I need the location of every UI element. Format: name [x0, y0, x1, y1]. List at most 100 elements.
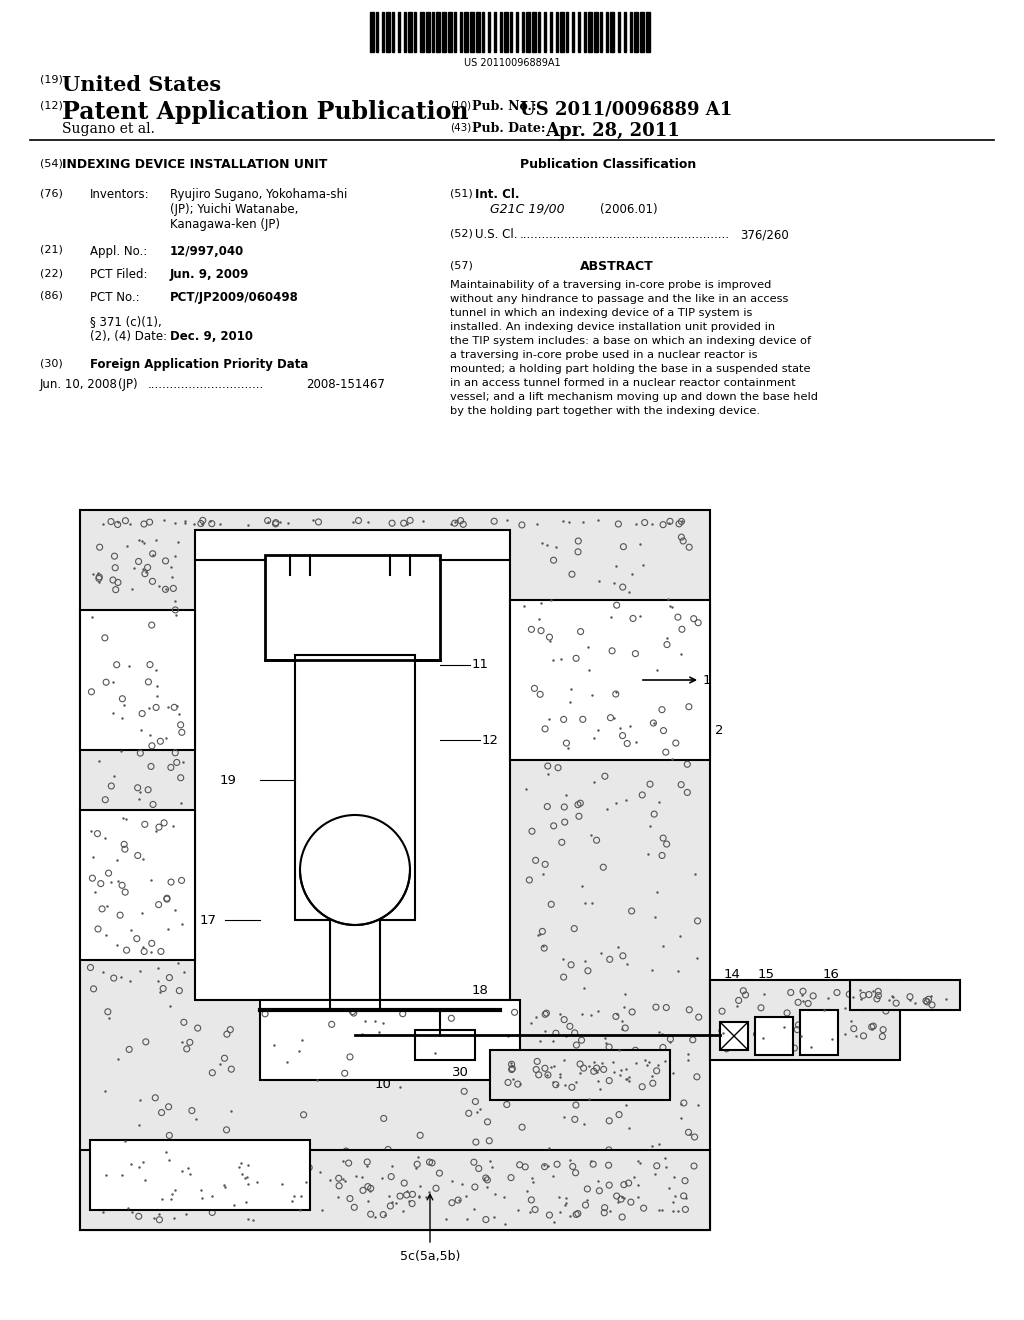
Bar — [426, 12, 430, 51]
Text: (30): (30) — [40, 358, 62, 368]
Bar — [610, 12, 614, 51]
Text: Pub. No.:: Pub. No.: — [472, 100, 537, 114]
Text: Apr. 28, 2011: Apr. 28, 2011 — [545, 121, 680, 140]
Bar — [550, 12, 552, 51]
Text: (JP): (JP) — [118, 378, 137, 391]
Text: PCT/JP2009/060498: PCT/JP2009/060498 — [170, 290, 299, 304]
Bar — [392, 12, 394, 51]
Text: § 371 (c)(1),: § 371 (c)(1), — [90, 315, 162, 327]
Bar — [432, 12, 434, 51]
Bar — [618, 12, 620, 51]
Text: ...............................: ............................... — [148, 378, 264, 391]
Bar — [80, 810, 195, 960]
Bar — [510, 601, 710, 760]
Bar — [436, 12, 440, 51]
Bar — [556, 12, 558, 51]
Bar — [850, 979, 961, 1010]
Bar — [600, 12, 602, 51]
Text: 16: 16 — [823, 969, 840, 982]
Text: 12: 12 — [482, 734, 499, 747]
Bar — [720, 1022, 748, 1049]
Bar — [482, 12, 484, 51]
Bar — [382, 12, 384, 51]
Bar — [488, 12, 490, 51]
Text: Pub. Date:: Pub. Date: — [472, 121, 546, 135]
Text: by the holding part together with the indexing device.: by the holding part together with the in… — [450, 407, 760, 416]
Text: 1: 1 — [703, 673, 712, 686]
Text: Dec. 9, 2010: Dec. 9, 2010 — [170, 330, 253, 343]
Text: vessel; and a lift mechanism moving up and down the base held: vessel; and a lift mechanism moving up a… — [450, 392, 818, 403]
Text: (10): (10) — [450, 100, 471, 110]
Text: ........................................................: ........................................… — [520, 228, 730, 242]
Bar — [504, 12, 508, 51]
Text: Inventors:: Inventors: — [90, 187, 150, 201]
Bar — [500, 12, 502, 51]
Text: (2006.01): (2006.01) — [600, 203, 657, 216]
Bar — [420, 12, 424, 51]
Bar — [80, 610, 195, 750]
Text: ABSTRACT: ABSTRACT — [580, 260, 653, 273]
Bar — [414, 12, 416, 51]
Bar — [646, 12, 650, 51]
Text: Jun. 9, 2009: Jun. 9, 2009 — [170, 268, 250, 281]
Bar — [532, 12, 536, 51]
Bar — [370, 12, 374, 51]
Text: (2), (4) Date:: (2), (4) Date: — [90, 330, 167, 343]
Text: in an access tunnel formed in a nuclear reactor containment: in an access tunnel formed in a nuclear … — [450, 378, 796, 388]
Text: Publication Classification: Publication Classification — [520, 158, 696, 172]
Bar — [640, 12, 644, 51]
Bar — [476, 12, 480, 51]
Text: without any hindrance to passage and the like in an access: without any hindrance to passage and the… — [450, 294, 788, 304]
Text: 15: 15 — [758, 969, 775, 982]
Bar — [386, 12, 390, 51]
Bar — [800, 1010, 838, 1055]
Text: G21C 19/00: G21C 19/00 — [490, 203, 564, 216]
Bar — [408, 12, 412, 51]
Text: (54): (54) — [40, 158, 62, 168]
Text: mounted; a holding part holding the base in a suspended state: mounted; a holding part holding the base… — [450, 364, 811, 374]
Text: Jun. 10, 2008: Jun. 10, 2008 — [40, 378, 118, 391]
Bar — [464, 12, 468, 51]
Text: U.S. Cl.: U.S. Cl. — [475, 228, 517, 242]
Bar — [295, 655, 415, 920]
Text: (43): (43) — [450, 121, 471, 132]
Bar — [80, 510, 710, 1230]
Text: US 20110096889A1: US 20110096889A1 — [464, 58, 560, 69]
Text: PCT No.:: PCT No.: — [90, 290, 139, 304]
Text: (76): (76) — [40, 187, 62, 198]
Bar — [490, 1049, 670, 1100]
Bar — [566, 12, 568, 51]
Bar — [538, 12, 540, 51]
Bar — [449, 12, 452, 51]
Text: (22): (22) — [40, 268, 63, 279]
Bar — [578, 12, 580, 51]
Bar — [442, 12, 446, 51]
Text: 14: 14 — [724, 969, 741, 982]
Bar — [588, 12, 592, 51]
Text: Appl. No.:: Appl. No.: — [90, 246, 147, 257]
Bar — [80, 1150, 710, 1230]
Bar — [195, 531, 510, 1001]
Text: Int. Cl.: Int. Cl. — [475, 187, 519, 201]
Bar — [710, 979, 900, 1060]
Bar — [460, 12, 462, 51]
Bar — [454, 12, 456, 51]
Text: 12/997,040: 12/997,040 — [170, 246, 245, 257]
Bar — [376, 12, 378, 51]
Text: 2008-151467: 2008-151467 — [306, 378, 385, 391]
Bar — [522, 12, 524, 51]
Text: PCT Filed:: PCT Filed: — [90, 268, 147, 281]
Bar — [90, 1140, 310, 1210]
Bar — [594, 12, 598, 51]
Text: installed. An indexing device installation unit provided in: installed. An indexing device installati… — [450, 322, 775, 333]
Text: Maintainability of a traversing in-core probe is improved: Maintainability of a traversing in-core … — [450, 280, 771, 290]
Bar — [415, 1030, 475, 1060]
Text: (JP); Yuichi Watanabe,: (JP); Yuichi Watanabe, — [170, 203, 298, 216]
Text: (19): (19) — [40, 75, 62, 84]
Text: 2: 2 — [715, 723, 724, 737]
Bar — [584, 12, 586, 51]
Text: (57): (57) — [450, 260, 473, 271]
Bar — [624, 12, 626, 51]
Text: US 2011/0096889 A1: US 2011/0096889 A1 — [520, 100, 732, 117]
Text: Kanagawa-ken (JP): Kanagawa-ken (JP) — [170, 218, 280, 231]
